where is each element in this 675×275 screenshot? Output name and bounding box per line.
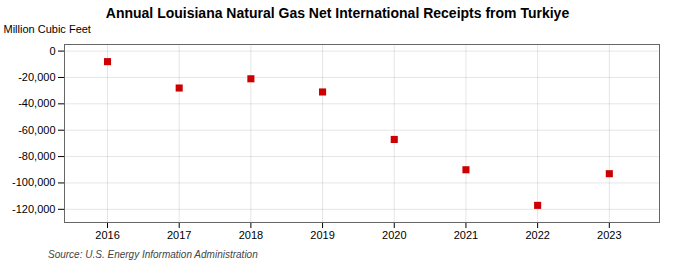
svg-text:2022: 2022 (525, 229, 549, 241)
svg-text:-40,000: -40,000 (18, 97, 55, 109)
svg-text:2018: 2018 (239, 229, 263, 241)
svg-text:2021: 2021 (454, 229, 478, 241)
svg-text:0: 0 (49, 45, 55, 57)
svg-text:2023: 2023 (597, 229, 621, 241)
svg-text:Million Cubic Feet: Million Cubic Feet (4, 23, 91, 35)
html-text:Annual Louisiana Natural Gas N: Annual Louisiana Natural Gas Net Interna… (105, 5, 570, 21)
svg-text:-100,000: -100,000 (12, 176, 55, 188)
html-text:Source: U.S. Energy Informatio: Source: U.S. Energy Information Administ… (48, 249, 258, 260)
svg-text:2017: 2017 (167, 229, 191, 241)
svg-text:2019: 2019 (310, 229, 334, 241)
svg-text:-120,000: -120,000 (12, 203, 55, 215)
svg-text:-20,000: -20,000 (18, 71, 55, 83)
svg-text:2016: 2016 (95, 229, 119, 241)
svg-text:-60,000: -60,000 (18, 124, 55, 136)
svg-text:2020: 2020 (382, 229, 406, 241)
svg-text:-80,000: -80,000 (18, 150, 55, 162)
